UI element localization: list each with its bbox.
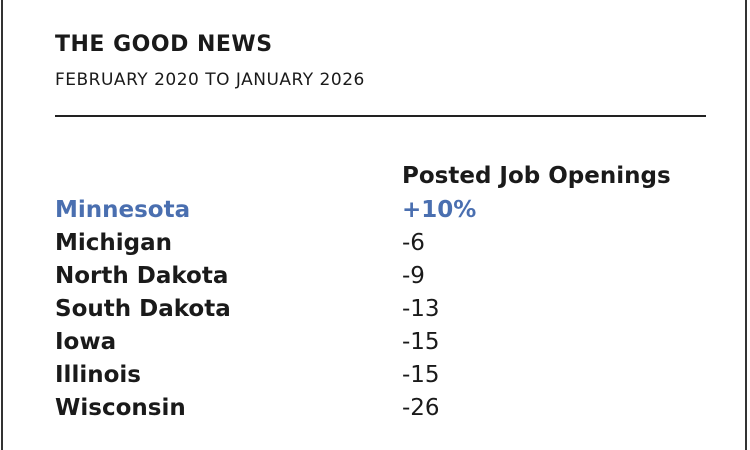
job-openings-change: +10%	[402, 197, 477, 223]
job-openings-change: -13	[402, 296, 440, 322]
state-name: Michigan	[55, 230, 173, 256]
job-openings-change: -15	[402, 329, 440, 355]
column-header: Posted Job Openings	[402, 163, 671, 189]
job-openings-change: -26	[402, 395, 440, 421]
state-name: Minnesota	[55, 197, 191, 223]
state-name: Wisconsin	[55, 395, 186, 421]
job-openings-change: -15	[402, 362, 440, 388]
subtitle: FEBRUARY 2020 TO JANUARY 2026	[55, 70, 365, 90]
state-name: South Dakota	[55, 296, 231, 322]
frame-border	[745, 0, 747, 450]
state-name: Illinois	[55, 362, 141, 388]
job-openings-change: -9	[402, 263, 425, 289]
title: THE GOOD NEWS	[55, 32, 273, 57]
state-name: Iowa	[55, 329, 117, 355]
job-openings-change: -6	[402, 230, 425, 256]
state-name: North Dakota	[55, 263, 229, 289]
frame-border	[1, 0, 3, 450]
divider	[55, 115, 706, 117]
